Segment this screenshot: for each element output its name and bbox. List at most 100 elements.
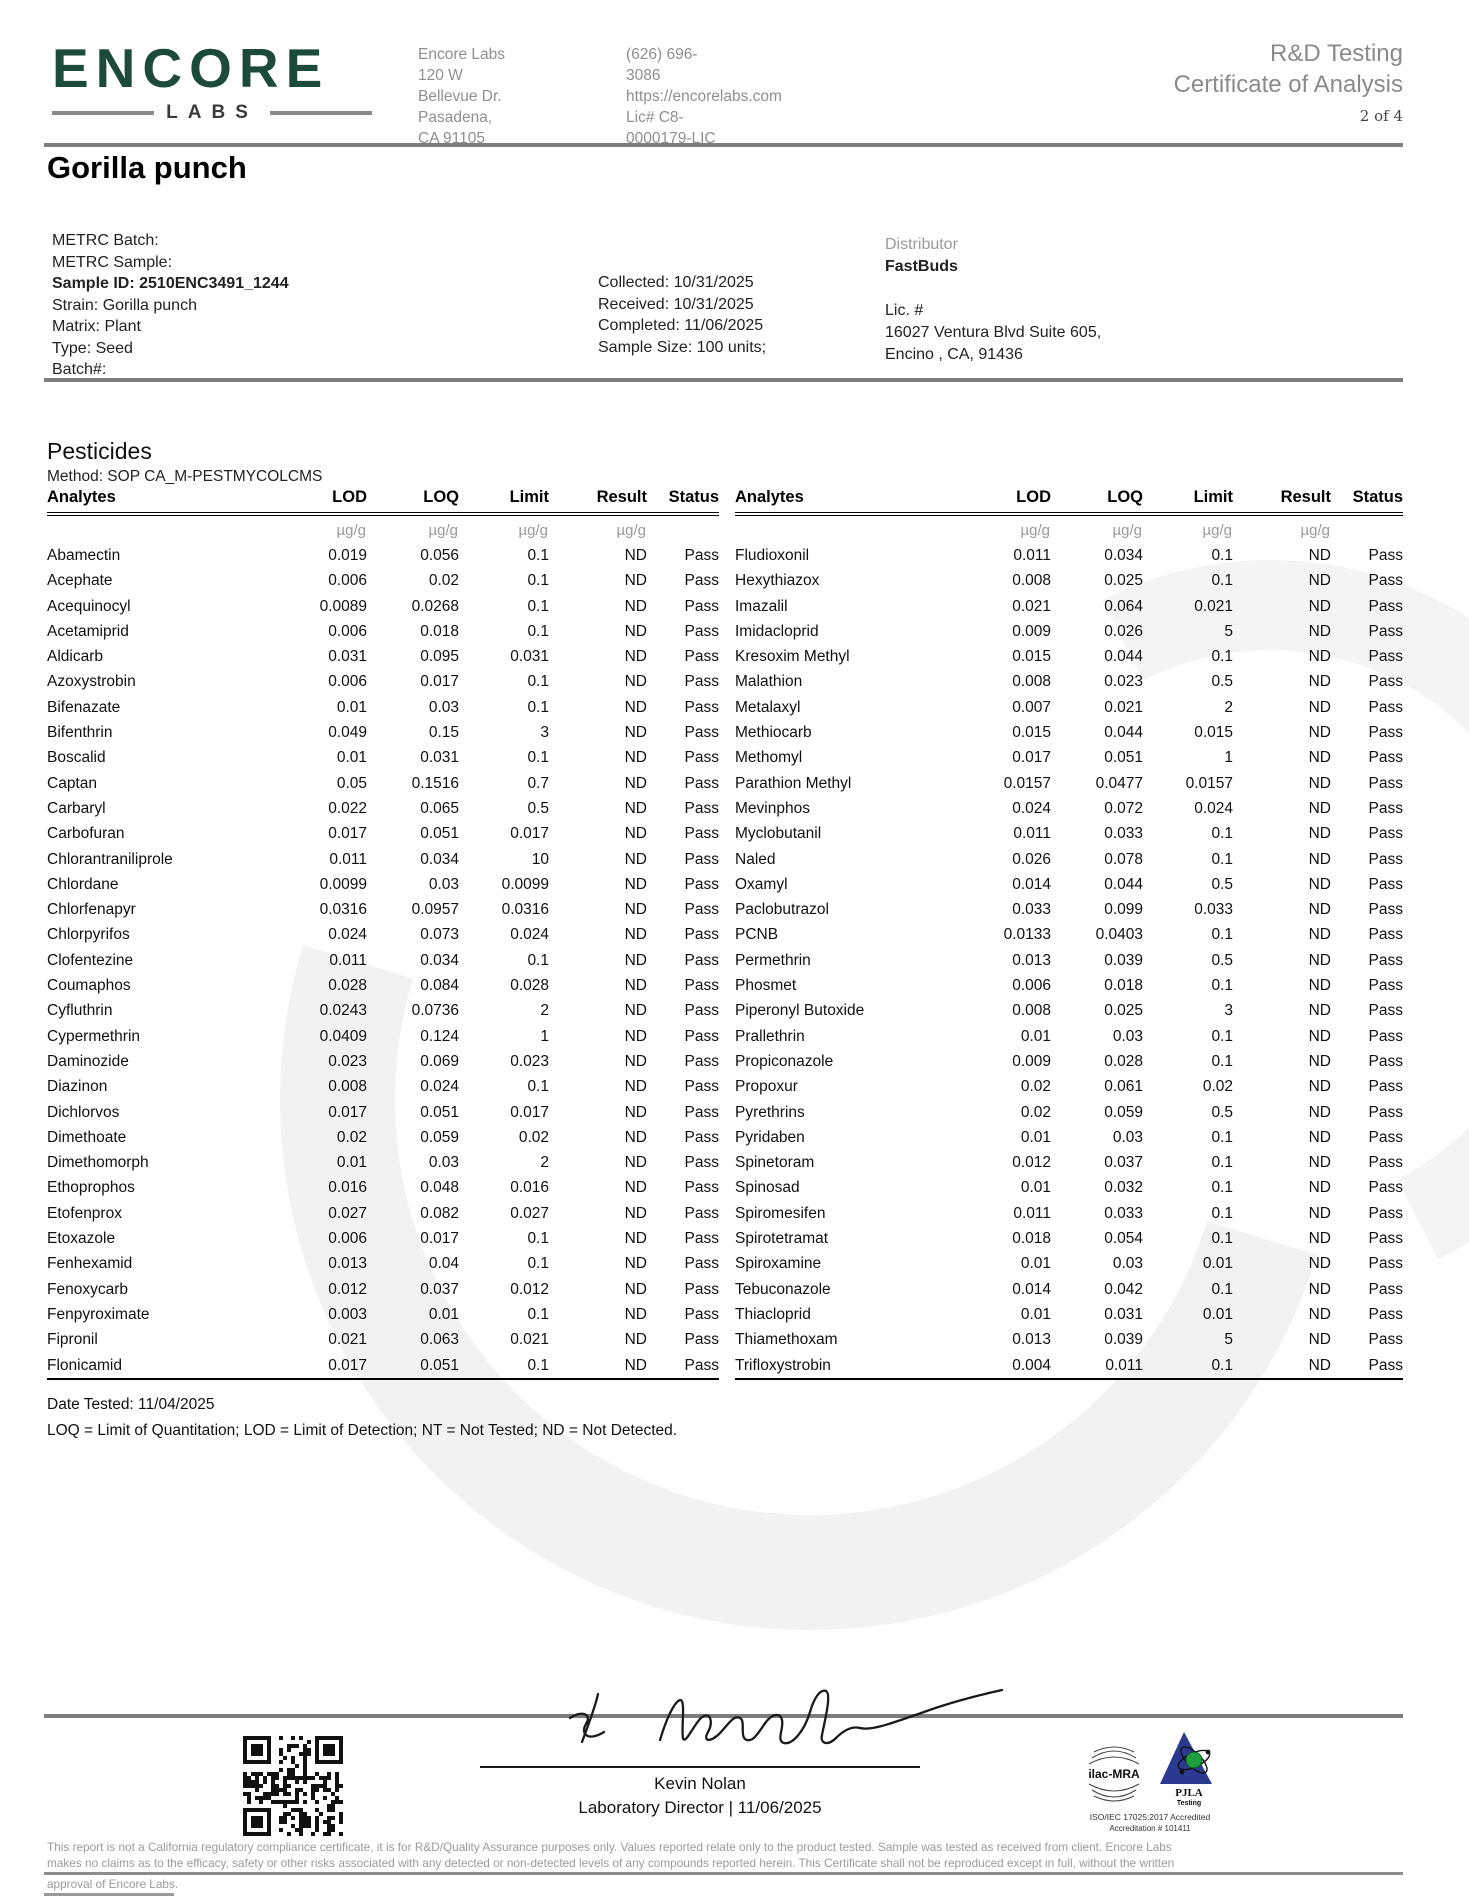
lab-name: Encore Labs [418,46,506,63]
lod-value: 0.01 [1020,1255,1051,1273]
table-row: Spinosad 0.01 0.032 0.1 ND Pass [735,1175,1403,1200]
loq-value: 0.031 [420,749,459,767]
analyte-name: Acequinocyl [47,597,131,615]
unit-label: µg/g [1300,522,1331,539]
loq-value: 0.059 [1104,1103,1143,1121]
status-value: Pass [1368,951,1403,969]
result-value: ND [624,1078,647,1096]
divider [44,1714,1403,1718]
column-header: Status [1331,488,1403,516]
result-value: ND [1308,1331,1331,1349]
loq-value: 0.028 [1104,1052,1143,1070]
result-value: ND [624,1179,647,1197]
sample-info-line: METRC Batch: [52,232,159,249]
lod-value: 0.019 [328,547,367,564]
status-value: Pass [1368,799,1403,817]
result-value: ND [1308,850,1331,868]
lod-value: 0.0099 [319,875,367,893]
table-row: Abamectin 0.019 0.056 0.1 ND Pass [47,543,719,568]
units-row: µg/g µg/g µg/g µg/g [735,514,1403,543]
lod-value: 0.011 [1013,547,1051,564]
analyte-name: Clofentezine [47,951,134,969]
sample-date-line: Received: 10/31/2025 [598,295,754,313]
result-value: ND [1308,1154,1331,1172]
ilac-label: ilac-MRA [1088,1767,1140,1781]
table-row: Daminozide 0.023 0.069 0.023 ND Pass [47,1049,719,1074]
table-row: Paclobutrazol 0.033 0.099 0.033 ND Pass [735,897,1403,922]
analyte-name: Imazalil [735,597,788,615]
status-value: Pass [684,1078,719,1096]
limit-value: 0.1 [1211,572,1233,590]
limit-value: 0.1 [1211,1128,1233,1146]
result-value: ND [624,850,647,868]
result-value: ND [624,724,647,742]
distributor-line: Encino , CA, 91436 [885,346,1023,363]
limit-value: 0.015 [1194,724,1233,742]
unit-label [47,514,277,543]
analyte-name: Boscalid [47,749,106,767]
result-value: ND [1308,749,1331,767]
signature-block: Kevin Nolan Laboratory Director | 11/06/… [480,1686,1004,1818]
loq-value: 0.065 [420,799,459,817]
loq-value: 0.018 [420,622,459,640]
loq-value: 0.02 [428,572,459,590]
loq-value: 0.034 [420,850,459,868]
sample-title: Gorilla punch [47,150,247,185]
status-value: Pass [684,875,719,893]
status-value: Pass [1368,1331,1403,1349]
result-value: ND [624,1230,647,1248]
table-row: Metalaxyl 0.007 0.021 2 ND Pass [735,695,1403,720]
lod-value: 0.003 [328,1305,367,1323]
result-value: ND [1308,1305,1331,1323]
loq-value: 0.04 [428,1255,459,1273]
analyte-name: Permethrin [735,951,811,969]
lod-value: 0.011 [1013,825,1051,843]
limit-value: 1 [540,1027,549,1045]
lod-value: 0.024 [328,926,367,944]
result-value: ND [624,951,647,969]
result-value: ND [624,1002,647,1020]
loq-value: 0.017 [420,673,459,691]
loq-value: 0.03 [1112,1255,1143,1273]
table-row: Kresoxim Methyl 0.015 0.044 0.1 ND Pass [735,644,1403,669]
lod-value: 0.0243 [319,1002,367,1020]
analyte-name: Hexythiazox [735,572,820,590]
analyte-name: Chlordane [47,875,119,893]
lod-value: 0.013 [1012,951,1051,969]
loq-value: 0.099 [1104,901,1143,919]
unit-label: µg/g [1112,522,1143,539]
column-header: Result [1233,488,1331,516]
status-value: Pass [1368,1154,1403,1172]
table-row: Acephate 0.006 0.02 0.1 ND Pass [47,568,719,593]
analyte-name: Propiconazole [735,1052,834,1070]
distributor-name: FastBuds [885,258,958,275]
status-value: Pass [1368,622,1403,640]
result-value: ND [624,1154,647,1172]
signature-icon [568,1688,1004,1745]
loq-value: 0.0268 [411,597,459,615]
status-value: Pass [1368,749,1403,767]
loq-value: 0.03 [1112,1128,1143,1146]
table-row: Pyrethrins 0.02 0.059 0.5 ND Pass [735,1100,1403,1125]
loq-value: 0.051 [420,825,459,843]
lab-website: https://encorelabs.com [626,88,782,105]
loq-value: 0.054 [1104,1230,1143,1248]
table-row: Spiromesifen 0.011 0.033 0.1 ND Pass [735,1201,1403,1226]
lod-value: 0.011 [329,850,367,868]
table-row: Spinetoram 0.012 0.037 0.1 ND Pass [735,1150,1403,1175]
analyte-name: Acetamiprid [47,622,129,640]
status-value: Pass [684,749,719,767]
status-value: Pass [1368,572,1403,590]
limit-value: 0.02 [1202,1078,1233,1096]
result-value: ND [624,1356,647,1374]
pjla-label: PJLA [1175,1787,1203,1799]
analyte-name: Thiamethoxam [735,1331,838,1349]
status-value: Pass [1368,1356,1403,1374]
status-value: Pass [684,1230,719,1248]
divider [44,143,1403,147]
status-value: Pass [684,724,719,742]
status-value: Pass [684,1356,719,1374]
loq-value: 0.039 [1104,951,1143,969]
table-row: Coumaphos 0.028 0.084 0.028 ND Pass [47,973,719,998]
loq-value: 0.084 [420,977,459,995]
